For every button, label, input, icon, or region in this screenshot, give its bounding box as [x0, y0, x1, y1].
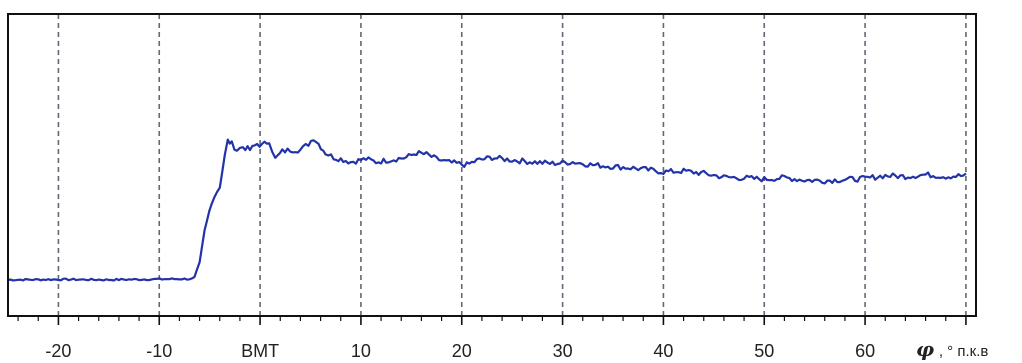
plot-frame — [7, 13, 977, 317]
x-tick-label: -20 — [45, 341, 71, 361]
series-line — [7, 138, 967, 282]
plot-background — [8, 14, 976, 316]
x-tick-label: 60 — [855, 341, 875, 361]
x-axis-label: φ , ° п.к.в — [916, 337, 988, 361]
x-tick-label: 40 — [653, 341, 673, 361]
x-axis-unit: , ° п.к.в — [939, 343, 989, 360]
x-tick-label: 50 — [754, 341, 774, 361]
x-tick-label: -10 — [146, 341, 172, 361]
x-tick-label: 30 — [553, 341, 573, 361]
x-tick-labels: -20 -10 BMT 10 20 30 40 50 60 — [45, 341, 875, 361]
x-tick-label: BMT — [241, 341, 279, 361]
x-axis-symbol: φ — [916, 337, 934, 361]
x-tick-marks — [17, 316, 967, 325]
x-tick-label: 20 — [452, 341, 472, 361]
x-tick-label: 10 — [351, 341, 371, 361]
